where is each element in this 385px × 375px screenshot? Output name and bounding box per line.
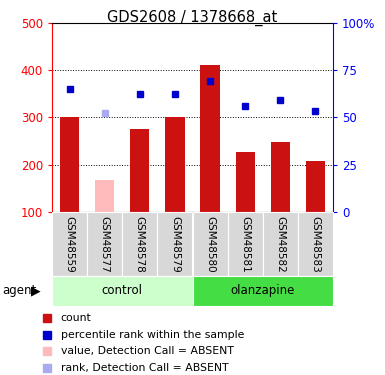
Text: GSM48577: GSM48577: [100, 216, 110, 273]
Text: GSM48583: GSM48583: [310, 216, 320, 273]
Bar: [201, 65, 220, 212]
Bar: [271, 142, 290, 212]
Text: olanzapine: olanzapine: [231, 284, 295, 297]
Bar: [306, 161, 325, 212]
Text: count: count: [60, 313, 91, 322]
Bar: [236, 152, 255, 212]
Text: agent: agent: [2, 284, 36, 297]
Text: rank, Detection Call = ABSENT: rank, Detection Call = ABSENT: [60, 363, 228, 373]
Bar: [52, 212, 87, 276]
Text: control: control: [102, 284, 143, 297]
Bar: [95, 180, 114, 212]
Bar: [122, 212, 157, 276]
Text: GSM48578: GSM48578: [135, 216, 145, 273]
Bar: [52, 276, 192, 306]
Bar: [192, 276, 333, 306]
Bar: [298, 212, 333, 276]
Bar: [263, 212, 298, 276]
Text: percentile rank within the sample: percentile rank within the sample: [60, 330, 244, 339]
Text: GDS2608 / 1378668_at: GDS2608 / 1378668_at: [107, 9, 278, 26]
Text: GSM48559: GSM48559: [65, 216, 75, 273]
Bar: [60, 117, 79, 212]
Text: GSM48580: GSM48580: [205, 216, 215, 273]
Text: ▶: ▶: [31, 284, 40, 297]
Bar: [165, 117, 184, 212]
Bar: [130, 129, 149, 212]
Bar: [157, 212, 192, 276]
Bar: [87, 212, 122, 276]
Text: GSM48581: GSM48581: [240, 216, 250, 273]
Text: value, Detection Call = ABSENT: value, Detection Call = ABSENT: [60, 346, 233, 356]
Bar: [192, 212, 228, 276]
Text: GSM48582: GSM48582: [275, 216, 285, 273]
Bar: [228, 212, 263, 276]
Text: GSM48579: GSM48579: [170, 216, 180, 273]
